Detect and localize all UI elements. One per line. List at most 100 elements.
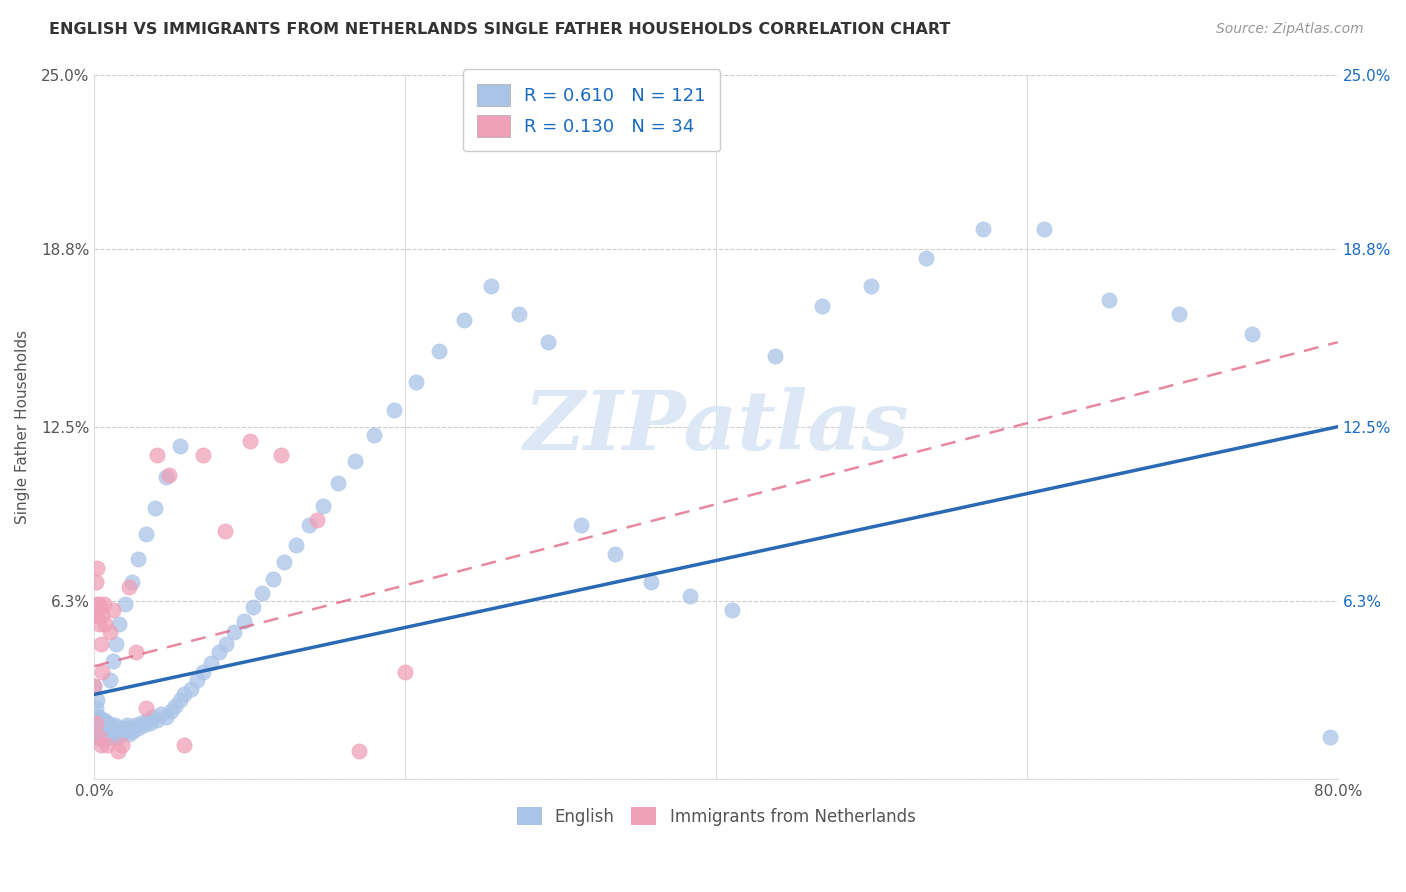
Point xyxy=(394,665,416,679)
Point xyxy=(84,574,107,589)
Point xyxy=(121,574,143,589)
Point xyxy=(86,718,108,732)
Point xyxy=(86,608,108,623)
Point xyxy=(86,727,108,741)
Point xyxy=(344,453,367,467)
Point xyxy=(112,721,135,735)
Point xyxy=(107,721,129,735)
Point xyxy=(101,730,124,744)
Point xyxy=(101,721,124,735)
Point xyxy=(347,744,370,758)
Point xyxy=(173,687,195,701)
Point xyxy=(127,552,149,566)
Point xyxy=(136,713,159,727)
Point xyxy=(98,730,121,744)
Point xyxy=(1241,326,1264,341)
Point xyxy=(108,616,131,631)
Point xyxy=(1319,730,1341,744)
Point xyxy=(114,724,136,739)
Point xyxy=(479,278,502,293)
Point xyxy=(90,732,112,747)
Point xyxy=(105,724,128,739)
Point xyxy=(111,738,134,752)
Point xyxy=(242,600,264,615)
Point xyxy=(93,727,115,741)
Point xyxy=(239,434,262,448)
Point xyxy=(537,335,560,350)
Point xyxy=(640,574,662,589)
Point xyxy=(83,679,105,693)
Point xyxy=(91,730,114,744)
Point xyxy=(603,547,626,561)
Point xyxy=(86,597,108,611)
Point xyxy=(101,654,124,668)
Point xyxy=(132,718,155,732)
Point xyxy=(298,518,321,533)
Point xyxy=(98,625,121,640)
Point xyxy=(103,718,125,732)
Point xyxy=(763,349,786,363)
Point xyxy=(143,501,166,516)
Point xyxy=(139,715,162,730)
Point xyxy=(87,730,110,744)
Point xyxy=(83,679,105,693)
Point xyxy=(429,343,451,358)
Point xyxy=(97,727,120,741)
Point xyxy=(105,637,128,651)
Point xyxy=(1033,222,1056,236)
Point xyxy=(117,580,139,594)
Point xyxy=(155,470,177,484)
Point xyxy=(90,727,112,741)
Point xyxy=(860,278,883,293)
Point xyxy=(100,718,122,732)
Point xyxy=(91,724,114,739)
Point xyxy=(103,727,125,741)
Point xyxy=(120,721,142,735)
Point xyxy=(173,738,195,752)
Point xyxy=(90,637,112,651)
Point xyxy=(98,724,121,739)
Point xyxy=(87,616,110,631)
Point xyxy=(110,724,132,739)
Point xyxy=(145,713,167,727)
Point xyxy=(96,738,118,752)
Point xyxy=(810,299,832,313)
Point xyxy=(1168,307,1191,321)
Point xyxy=(250,586,273,600)
Point xyxy=(87,730,110,744)
Point xyxy=(96,724,118,739)
Point xyxy=(108,727,131,741)
Point xyxy=(96,718,118,732)
Point xyxy=(145,448,167,462)
Point xyxy=(94,715,117,730)
Point xyxy=(159,704,181,718)
Point xyxy=(569,518,592,533)
Point xyxy=(93,732,115,747)
Point xyxy=(93,718,115,732)
Point xyxy=(129,715,152,730)
Point xyxy=(127,721,149,735)
Point xyxy=(678,589,700,603)
Point xyxy=(262,572,284,586)
Point xyxy=(87,597,110,611)
Point xyxy=(98,673,121,688)
Point xyxy=(84,713,107,727)
Point xyxy=(91,715,114,730)
Point xyxy=(312,499,335,513)
Point xyxy=(508,307,530,321)
Point xyxy=(86,710,108,724)
Point xyxy=(86,693,108,707)
Point xyxy=(84,701,107,715)
Point xyxy=(94,721,117,735)
Point xyxy=(142,710,165,724)
Point xyxy=(305,513,328,527)
Text: ZIPatlas: ZIPatlas xyxy=(523,387,908,467)
Point xyxy=(100,727,122,741)
Point xyxy=(107,744,129,758)
Point xyxy=(84,721,107,735)
Point xyxy=(94,730,117,744)
Legend: English, Immigrants from Netherlands: English, Immigrants from Netherlands xyxy=(508,798,924,834)
Point xyxy=(157,467,180,482)
Point xyxy=(117,727,139,741)
Point xyxy=(87,710,110,724)
